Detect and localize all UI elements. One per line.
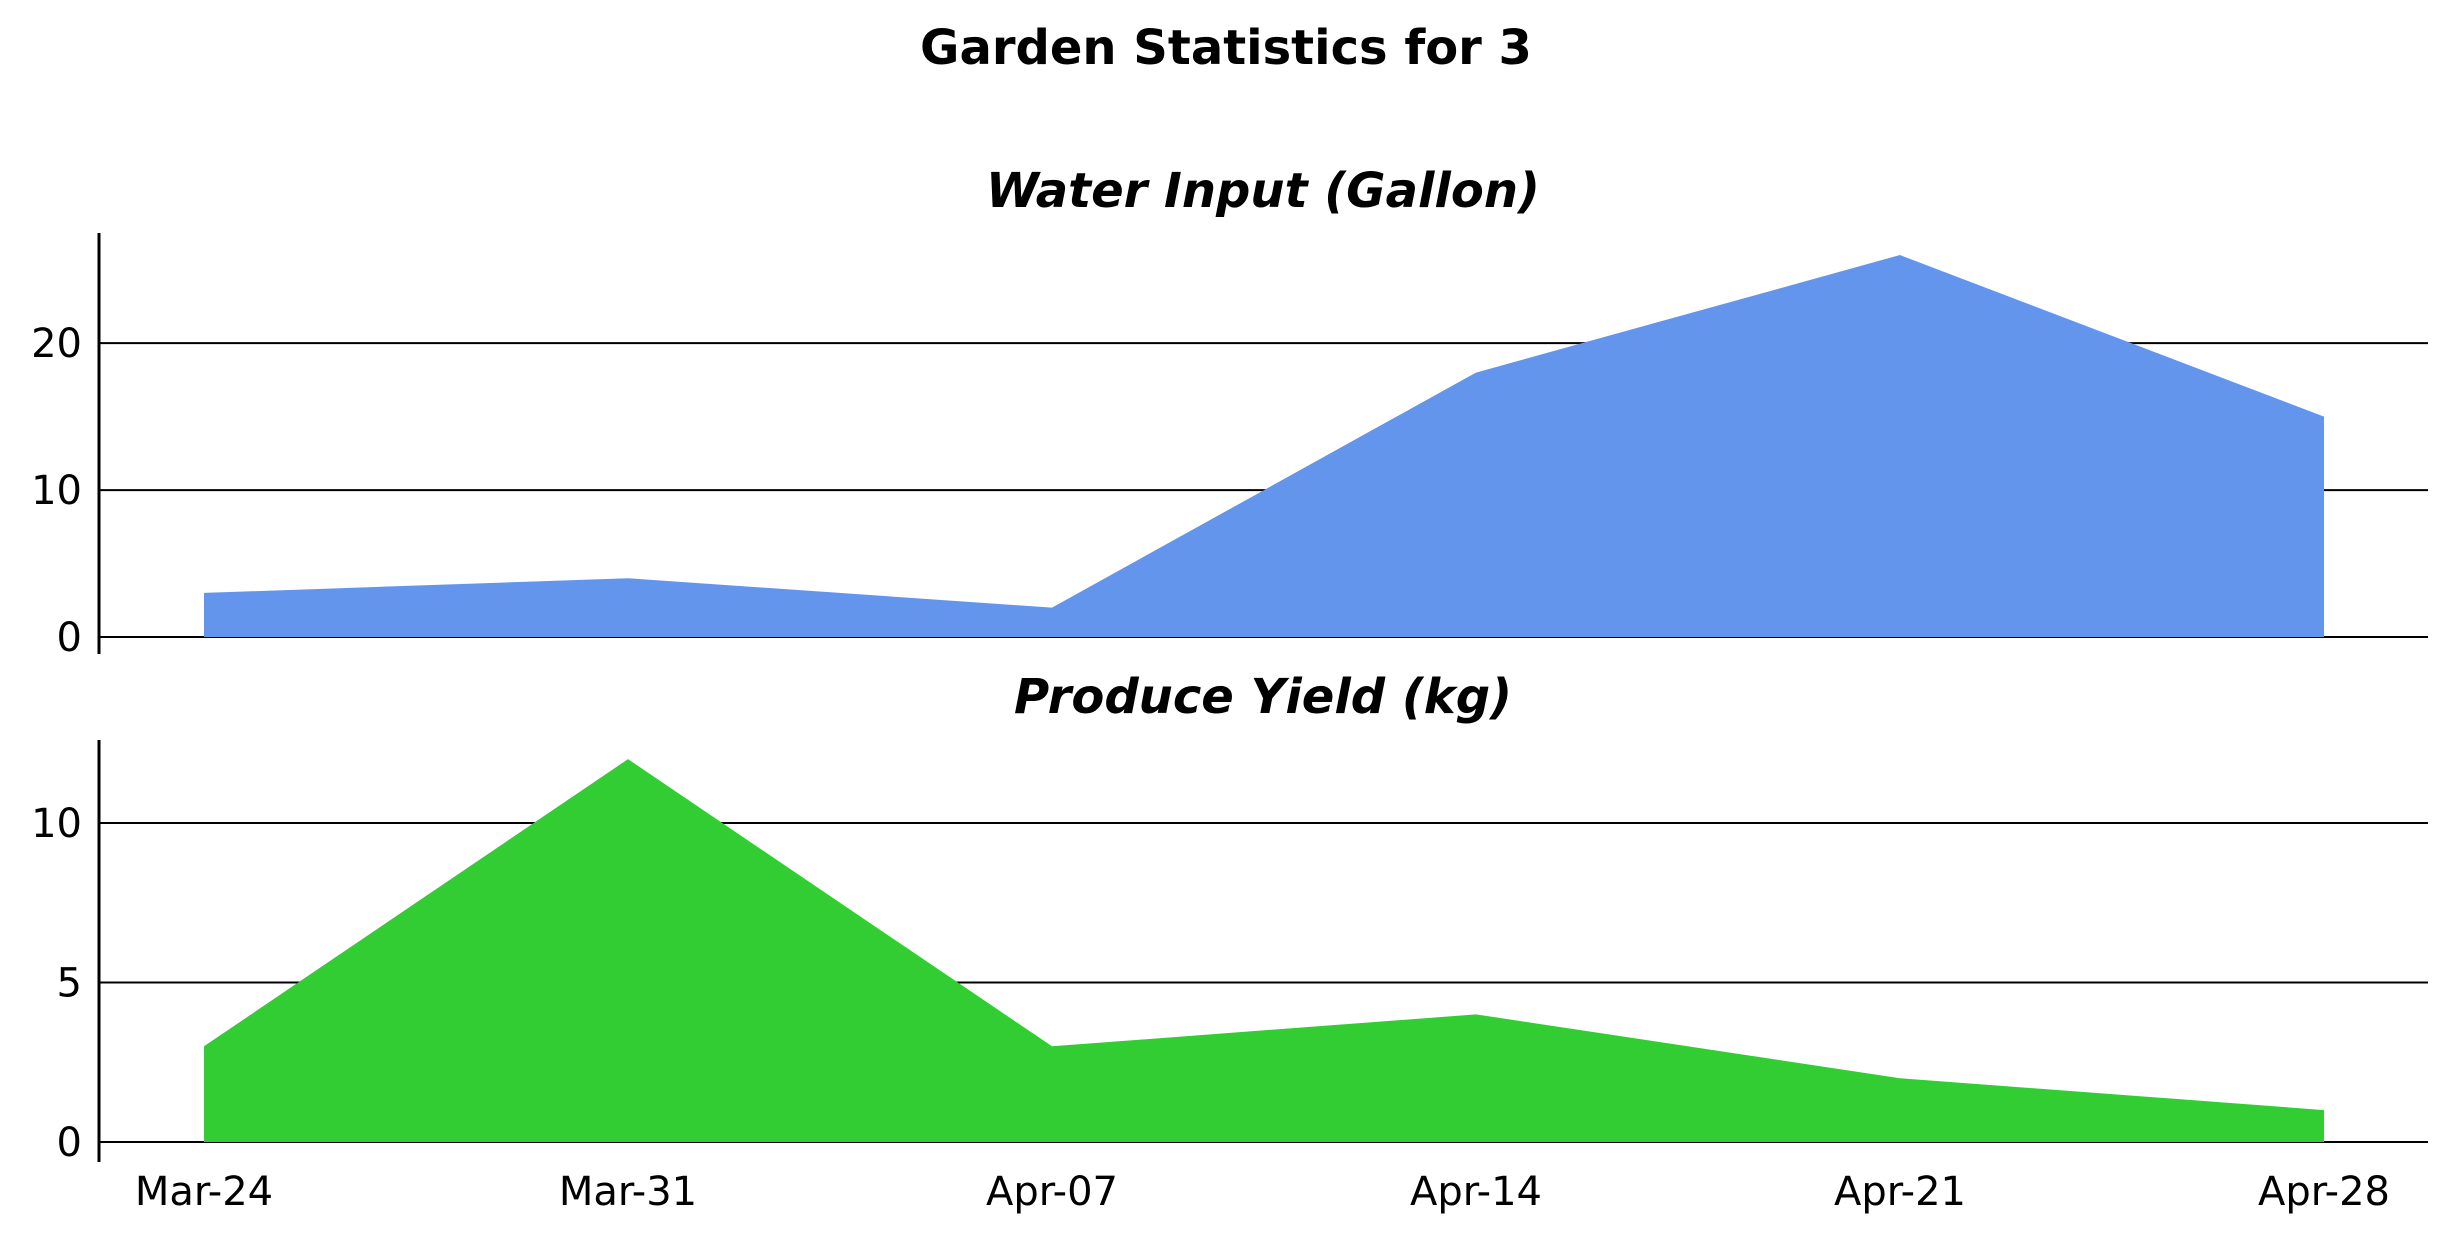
water-input-y-tick-label: 10 [31,468,82,514]
produce-yield-title: Produce Yield (kg) [1014,669,1512,725]
water-input-panel: Water Input (Gallon) 0 10 20 [31,163,2428,661]
water-input-area [204,255,2324,637]
x-tick-label: Apr-07 [986,1169,1118,1215]
x-tick-label: Apr-21 [1834,1169,1966,1215]
produce-yield-y-tick-label: 0 [57,1120,82,1166]
water-input-y-tick-label: 0 [57,615,82,661]
x-tick-label: Mar-24 [135,1169,273,1215]
chart-title: Garden Statistics for 3 [920,20,1532,76]
produce-yield-y-tick-label: 10 [31,801,82,847]
produce-yield-panel: Produce Yield (kg) 0 5 10 [31,669,2428,1166]
x-axis: Mar-24 Mar-31 Apr-07 Apr-14 Apr-21 Apr-28 [135,1169,2390,1215]
x-tick-label: Apr-14 [1410,1169,1542,1215]
produce-yield-y-tick-label: 5 [57,960,82,1006]
water-input-y-tick-label: 20 [31,321,82,367]
x-tick-label: Apr-28 [2258,1169,2390,1215]
water-input-title: Water Input (Gallon) [986,163,1540,219]
produce-yield-area [204,759,2324,1142]
x-tick-label: Mar-31 [559,1169,697,1215]
